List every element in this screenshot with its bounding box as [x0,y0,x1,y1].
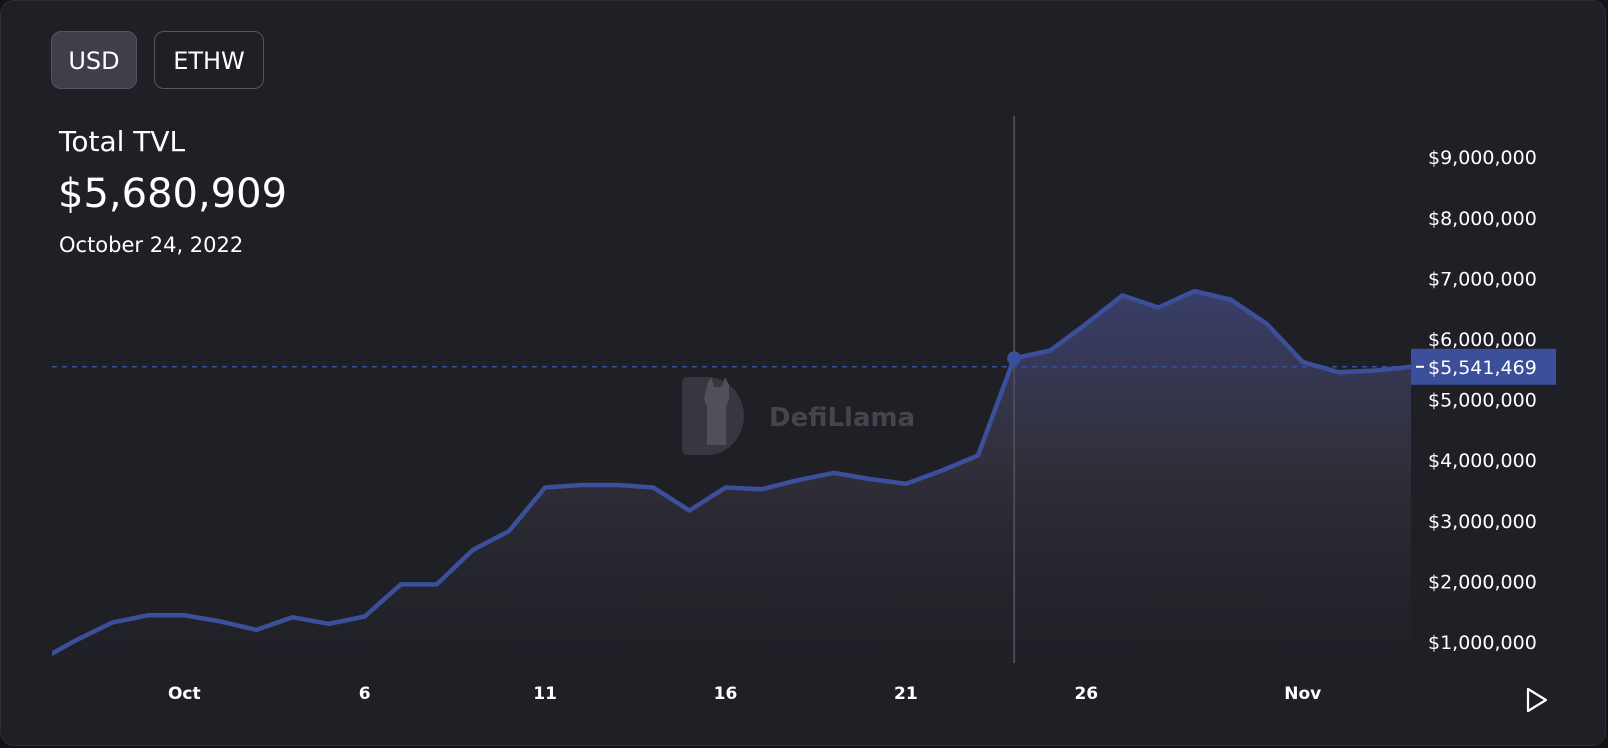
tvl-date: October 24, 2022 [59,233,244,257]
tvl-value: $5,680,909 [58,171,288,217]
y-tick-label: $4,000,000 [1428,450,1537,472]
watermark-text: DefiLlama [769,403,915,433]
last-value-text: $5,541,469 [1428,357,1537,379]
y-tick-label: $3,000,000 [1428,511,1537,533]
x-tick-label: 6 [359,684,371,704]
y-tick-label: $8,000,000 [1428,208,1537,230]
x-tick-label: 26 [1074,684,1098,704]
crosshair-point [1007,351,1022,366]
y-tick-label: $2,000,000 [1428,571,1537,593]
x-tick-label: Nov [1284,684,1321,704]
x-tick-label: 11 [533,684,557,704]
y-tick-label: $9,000,000 [1428,147,1537,169]
ethw-toggle-button[interactable]: ETHW [154,31,264,89]
tvl-area-fill [52,291,1411,671]
x-tick-label: 21 [894,684,918,704]
y-tick-label: $5,000,000 [1428,390,1537,412]
x-tick-label: 16 [714,684,738,704]
y-tick-label: $1,000,000 [1428,632,1537,654]
play-icon[interactable] [1525,687,1549,713]
y-tick-label: $6,000,000 [1428,329,1537,351]
watermark-logo: DefiLlama [682,377,915,455]
y-tick-label: $7,000,000 [1428,268,1537,290]
usd-toggle-button[interactable]: USD [51,31,137,89]
tvl-line [52,288,1411,657]
x-tick-label: Oct [168,684,201,704]
chart-title: Total TVL [59,125,186,158]
last-value-label: $5,541,469 [1411,348,1556,385]
